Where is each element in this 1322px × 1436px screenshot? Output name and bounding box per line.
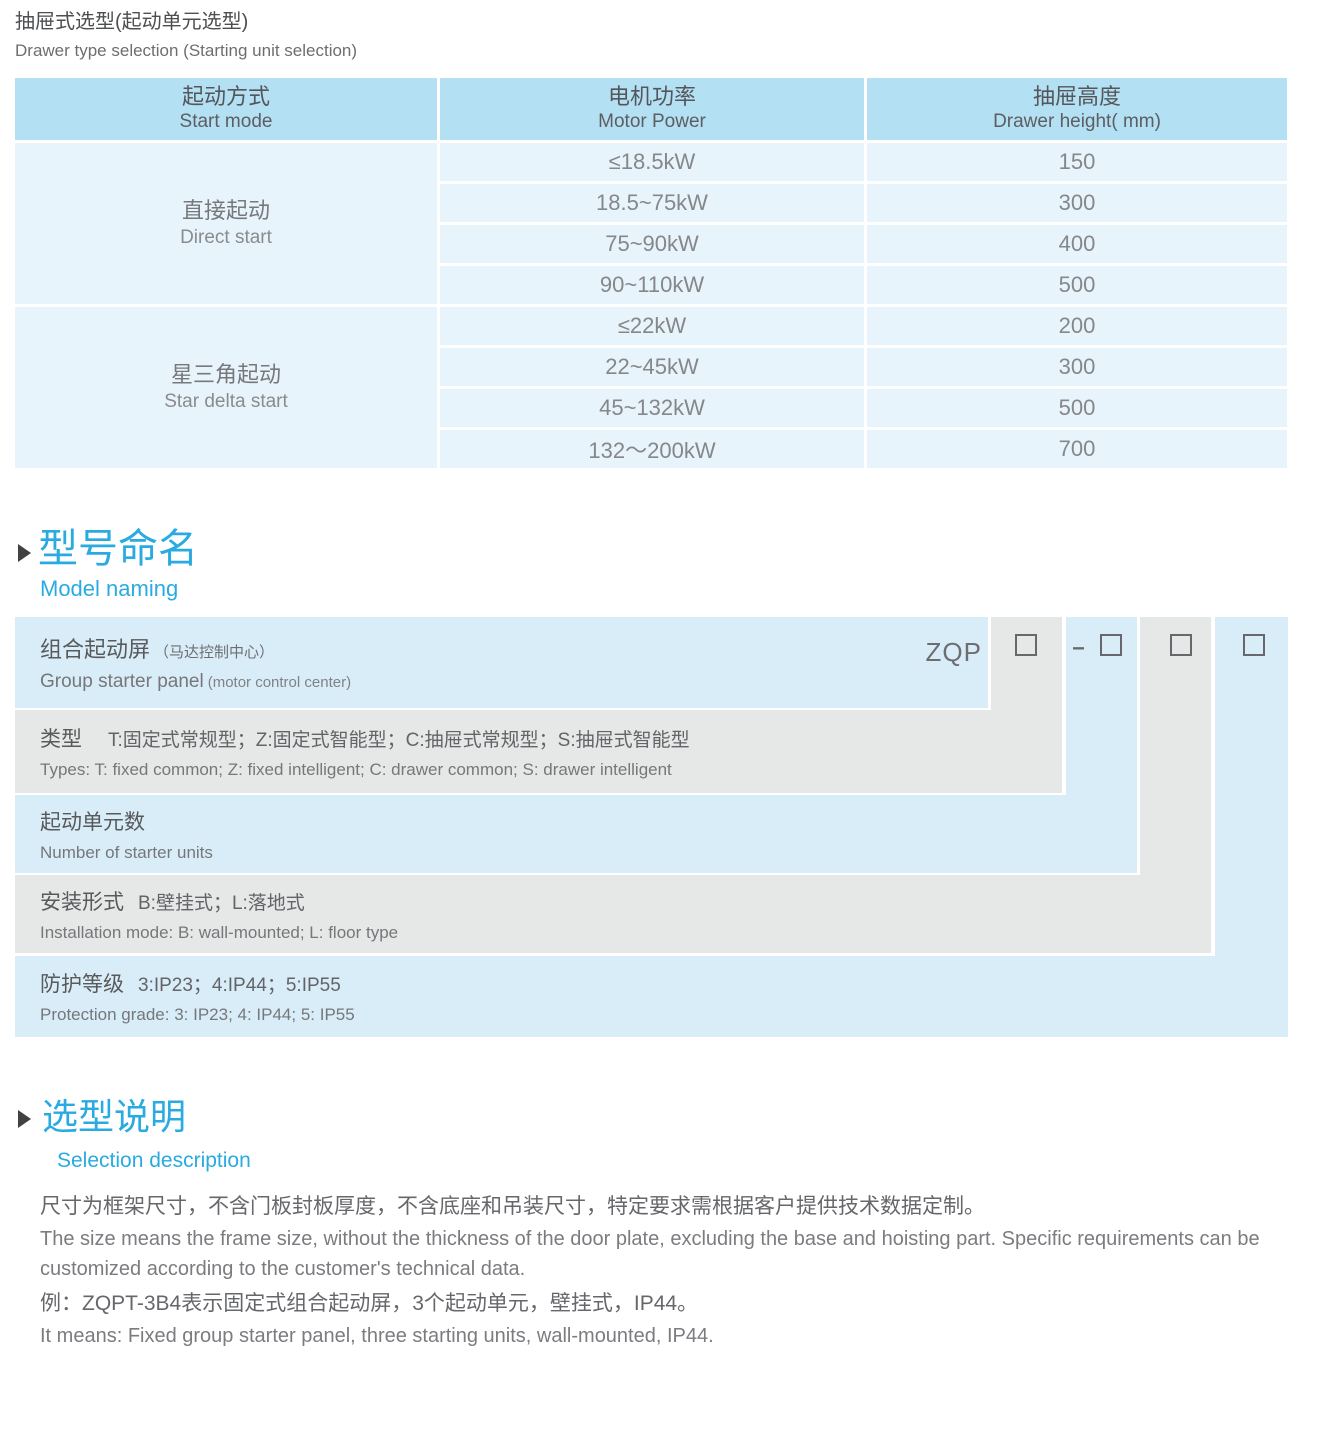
row5-en: Protection grade: 3: IP23; 4: IP44; 5: I… — [40, 1005, 355, 1024]
row1-cn-label: 组合起动屏 — [40, 637, 151, 662]
drawer-height-cell: 500 — [867, 389, 1287, 427]
diagram-row-starter-units: 起动单元数 Number of starter units — [15, 795, 1137, 873]
selection-heading-en: Selection description — [57, 1149, 251, 1172]
row2-cn-detail: T:固定式常规型；Z:固定式智能型；C:抽屉式常规型；S:抽屉式智能型 — [108, 730, 690, 751]
drawer-height-cell: 200 — [867, 307, 1287, 345]
motor-power-cell: 90~110kW — [440, 266, 864, 304]
row5-cn-detail: 3:IP23；4:IP44；5:IP55 — [138, 975, 341, 996]
code-box-installation — [1170, 634, 1192, 656]
row4-cn-detail: B:壁挂式；L:落地式 — [138, 892, 305, 914]
section-arrow-icon — [18, 544, 31, 562]
example-en: It means: Fixed group starter panel, thr… — [40, 1325, 714, 1347]
drawer-selection-table: 起动方式 Start mode 电机功率 Motor Power 抽屉高度 Dr… — [15, 78, 1287, 468]
description-en-line2: customized according to the customer's t… — [40, 1258, 526, 1280]
section-arrow-icon — [18, 1110, 31, 1128]
header-cell-drawer-height: 抽屉高度 Drawer height( mm) — [867, 78, 1287, 140]
header-cell-start-mode: 起动方式 Start mode — [15, 78, 437, 140]
row2-en: Types: T: fixed common; Z: fixed intelli… — [40, 760, 672, 779]
drawer-height-cell: 300 — [867, 348, 1287, 386]
selection-heading-cn: 选型说明 — [42, 1096, 187, 1137]
doc-title-cn: 抽屉式选型(起动单元选型) — [15, 11, 249, 33]
row1-en-label: Group starter panel — [40, 671, 204, 692]
group-cell-star-delta: 星三角起动 Star delta start — [15, 307, 437, 468]
motor-power-cell: 75~90kW — [440, 225, 864, 263]
diagram-row-protection-grade: 防护等级 3:IP23；4:IP44；5:IP55 Protection grad… — [15, 956, 1288, 1037]
header-motor-power-en: Motor Power — [598, 111, 706, 132]
header-drawer-height-en: Drawer height( mm) — [993, 111, 1161, 132]
code-box-units — [1100, 634, 1122, 656]
drawer-height-cell: 500 — [867, 266, 1287, 304]
description-en-line1: The size means the frame size, without t… — [40, 1228, 1260, 1250]
group-star-delta-en: Star delta start — [164, 391, 288, 412]
row2-cn-label: 类型 — [40, 728, 82, 751]
motor-power-cell: ≤18.5kW — [440, 143, 864, 181]
example-cn: 例：ZQPT-3B4表示固定式组合起动屏，3个起动单元，壁挂式，IP44。 — [40, 1292, 699, 1315]
model-naming-diagram: 组合起动屏 （马达控制中心） Group starter panel (motor … — [15, 617, 1288, 1037]
code-box-protection — [1243, 634, 1265, 656]
header-start-mode-cn: 起动方式 — [181, 84, 270, 109]
motor-power-cell: 18.5~75kW — [440, 184, 864, 222]
selection-description-text: 尺寸为框架尺寸，不含门板封板厚度，不含底座和吊装尺寸，特定要求需根据客户提供技术… — [40, 1192, 1300, 1351]
row4-cn-label: 安装形式 — [40, 890, 124, 914]
motor-power-cell: ≤22kW — [440, 307, 864, 345]
header-drawer-height-cn: 抽屉高度 — [1032, 84, 1121, 109]
header-start-mode-en: Start mode — [179, 111, 273, 132]
row5-cn-label: 防护等级 — [40, 973, 124, 996]
code-dash: - — [1071, 630, 1086, 663]
row1-en-note: (motor control center) — [207, 674, 352, 691]
model-code-prefix: ZQP — [925, 637, 982, 667]
header-motor-power-cn: 电机功率 — [607, 84, 696, 109]
row3-en: Number of starter units — [40, 842, 213, 862]
drawer-height-cell: 150 — [867, 143, 1287, 181]
group-cell-direct-start: 直接起动 Direct start — [15, 143, 437, 304]
motor-power-cell: 45~132kW — [440, 389, 864, 427]
diagram-row-group-starter-panel: 组合起动屏 （马达控制中心） Group starter panel (motor … — [15, 617, 988, 708]
motor-power-cell: 132～200kW — [440, 430, 864, 468]
model-naming-heading-en: Model naming — [40, 576, 179, 601]
row1-cn-note: （马达控制中心） — [154, 644, 275, 661]
group-direct-start-cn: 直接起动 — [181, 198, 270, 223]
group-star-delta-cn: 星三角起动 — [170, 362, 281, 387]
drawer-height-cell: 300 — [867, 184, 1287, 222]
drawer-height-cell: 700 — [867, 430, 1287, 468]
model-naming-heading-cn: 型号命名 — [38, 527, 198, 571]
motor-power-cell: 22~45kW — [440, 348, 864, 386]
diagram-row-type: 类型 T:固定式常规型；Z:固定式智能型；C:抽屉式常规型；S:抽屉式智能型 Ty… — [15, 710, 1062, 793]
doc-title: 抽屉式选型(起动单元选型) Drawer type selection (Sta… — [15, 8, 357, 64]
header-cell-motor-power: 电机功率 Motor Power — [440, 78, 864, 140]
group-direct-start-en: Direct start — [180, 227, 272, 248]
row3-cn-label: 起动单元数 — [40, 810, 145, 834]
row4-en: Installation mode: B: wall-mounted; L: f… — [40, 922, 399, 942]
code-box-type — [1015, 634, 1037, 656]
doc-title-en: Drawer type selection (Starting unit sel… — [15, 41, 358, 60]
description-cn: 尺寸为框架尺寸，不含门板封板厚度，不含底座和吊装尺寸，特定要求需根据客户提供技术… — [40, 1195, 985, 1218]
diagram-row-installation-mode: 安装形式 B:壁挂式；L:落地式 Installation mode: B: wa… — [15, 875, 1211, 953]
drawer-height-cell: 400 — [867, 225, 1287, 263]
